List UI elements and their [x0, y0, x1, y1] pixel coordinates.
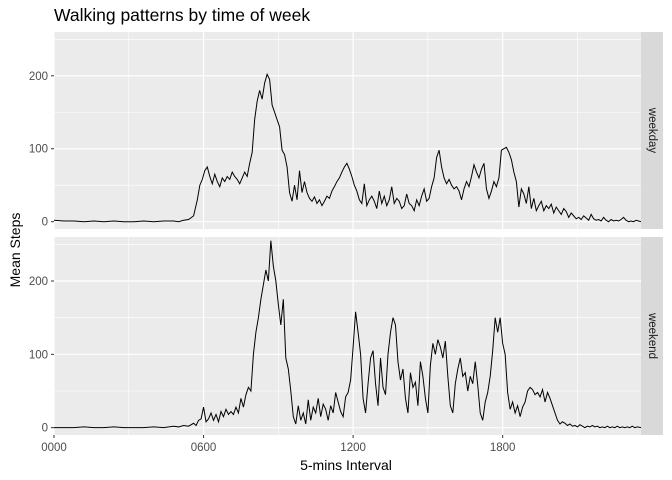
panel-weekend: 0 100 200 weekend 0000 0600 1200 1800 — [29, 237, 663, 454]
panel-weekday: 0 100 200 weekday — [29, 32, 663, 229]
strip-label-weekday: weekday — [646, 107, 658, 154]
y-axis-title: Mean Steps — [7, 213, 23, 288]
x-tick-label: 0600 — [191, 442, 217, 454]
y-tick-label: 200 — [29, 276, 48, 288]
panel-background — [54, 237, 641, 435]
y-tick-label: 100 — [29, 144, 48, 156]
x-tick-label: 0000 — [41, 442, 67, 454]
facet-panels: 0 100 200 weekday 0 100 200 weekend 0000 0600 1200… — [29, 32, 663, 454]
panel-background — [54, 32, 641, 229]
y-tick-label: 100 — [29, 349, 48, 361]
x-axis-title: 5-mins Interval — [300, 457, 392, 473]
x-tick-label: 1800 — [490, 442, 516, 454]
chart-title: Walking patterns by time of week — [54, 5, 311, 25]
y-tick-label: 200 — [29, 71, 48, 83]
y-tick-label: 0 — [42, 423, 48, 435]
x-tick-label: 1200 — [340, 442, 366, 454]
strip-weekday — [641, 32, 663, 229]
series-line-weekday — [53, 72, 642, 223]
strip-label-weekend: weekend — [646, 312, 658, 359]
strip-weekend — [641, 237, 663, 435]
series-line-weekend — [54, 240, 642, 429]
y-tick-label: 0 — [42, 217, 48, 229]
